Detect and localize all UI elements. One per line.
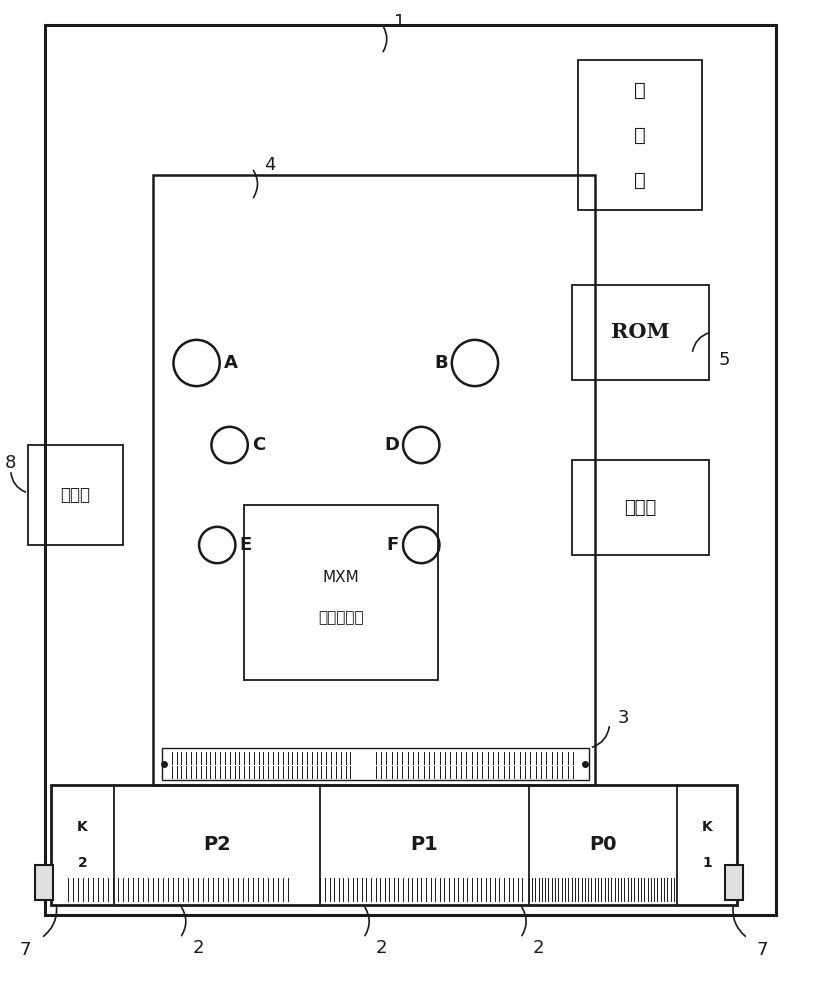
Text: 4: 4 bbox=[264, 156, 276, 174]
Text: E: E bbox=[240, 536, 252, 554]
Bar bbox=[572, 460, 709, 555]
Text: 试: 试 bbox=[634, 125, 646, 144]
Text: MXM: MXM bbox=[322, 570, 359, 585]
Text: D: D bbox=[384, 436, 399, 454]
Text: 8: 8 bbox=[5, 454, 17, 472]
Text: 1: 1 bbox=[702, 856, 712, 870]
Text: 运算卡区域: 运算卡区域 bbox=[318, 610, 363, 625]
Text: 电源座: 电源座 bbox=[60, 486, 91, 504]
Text: 2: 2 bbox=[192, 939, 204, 957]
Bar bbox=[28, 445, 123, 545]
Text: 点: 点 bbox=[634, 170, 646, 190]
Text: F: F bbox=[387, 536, 399, 554]
Text: ROM: ROM bbox=[611, 322, 670, 342]
Text: K: K bbox=[77, 820, 88, 834]
Text: K: K bbox=[701, 820, 713, 834]
Text: 测: 测 bbox=[634, 81, 646, 100]
Text: 3: 3 bbox=[618, 709, 629, 727]
Text: 2: 2 bbox=[78, 856, 88, 870]
Text: 7: 7 bbox=[20, 941, 31, 959]
Text: 2: 2 bbox=[533, 939, 544, 957]
Text: B: B bbox=[434, 354, 448, 372]
Bar bbox=[35, 865, 53, 900]
Text: P0: P0 bbox=[589, 836, 617, 854]
Text: 7: 7 bbox=[757, 941, 768, 959]
Bar bbox=[51, 785, 737, 905]
Text: 1: 1 bbox=[394, 13, 406, 31]
Bar bbox=[45, 25, 776, 915]
Bar bbox=[578, 60, 702, 210]
Bar bbox=[244, 505, 438, 680]
Bar bbox=[162, 748, 589, 780]
Text: C: C bbox=[252, 436, 265, 454]
Text: 风扇口: 风扇口 bbox=[624, 498, 657, 516]
Bar bbox=[725, 865, 743, 900]
Bar bbox=[153, 175, 595, 785]
Bar bbox=[572, 285, 709, 380]
Text: 2: 2 bbox=[376, 939, 387, 957]
Text: P2: P2 bbox=[203, 836, 231, 854]
Text: P1: P1 bbox=[411, 836, 439, 854]
Text: 5: 5 bbox=[719, 351, 730, 369]
Text: A: A bbox=[224, 354, 238, 372]
